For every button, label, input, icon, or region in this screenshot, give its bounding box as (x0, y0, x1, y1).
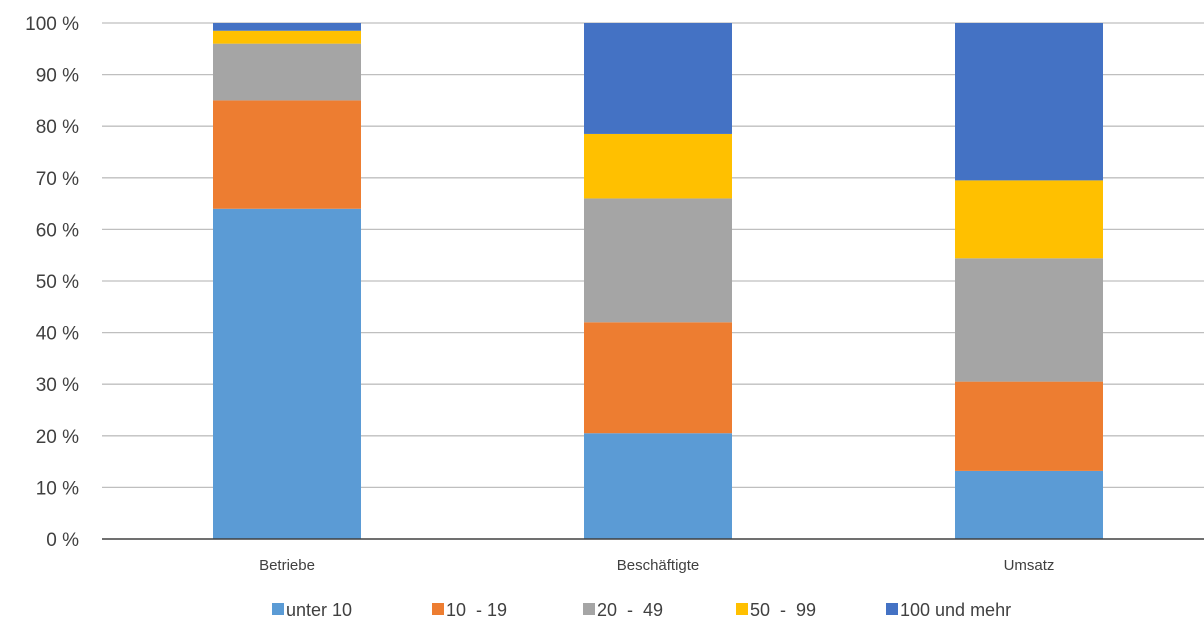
x-category-label: Beschäftigte (617, 557, 700, 574)
legend-swatch (736, 603, 748, 615)
bar-segment (213, 23, 361, 31)
bar-segment (213, 30, 361, 44)
legend-item: 10 - 19 (432, 600, 507, 619)
legend-swatch (432, 603, 444, 615)
bar-segment (584, 198, 732, 323)
bars (213, 23, 1103, 539)
y-tick-label: 70 % (36, 169, 79, 190)
legend-item: 20 - 49 (583, 600, 663, 619)
y-tick-label: 100 % (25, 14, 79, 35)
bar-segment (955, 180, 1103, 259)
bar-segment (213, 43, 361, 101)
y-tick-label: 20 % (36, 427, 79, 448)
y-tick-label: 10 % (36, 478, 79, 499)
bar-segment (584, 433, 732, 539)
legend-swatch (583, 603, 595, 615)
bar-segment (584, 133, 732, 199)
bar-segment (584, 23, 732, 134)
bar-segment (213, 100, 361, 209)
bar-stack (213, 23, 361, 539)
y-tick-label: 90 % (36, 66, 79, 87)
y-tick-label: 40 % (36, 324, 79, 345)
bar-segment (955, 258, 1103, 382)
legend-label: 100 und mehr (900, 600, 1011, 619)
legend-label: 50 - 99 (750, 600, 816, 619)
bar-segment (955, 381, 1103, 471)
legend-item: 50 - 99 (736, 600, 816, 619)
y-tick-label: 50 % (36, 272, 79, 293)
y-tick-label: 60 % (36, 220, 79, 241)
legend-item: 100 und mehr (886, 600, 1011, 619)
legend-swatch (886, 603, 898, 615)
bar-segment (955, 23, 1103, 181)
y-tick-label: 30 % (36, 375, 79, 396)
bar-segment (584, 322, 732, 434)
y-tick-label: 80 % (36, 117, 79, 138)
bar-stack (955, 23, 1103, 539)
x-category-label: Umsatz (1004, 557, 1055, 574)
legend-label: 10 - 19 (446, 600, 507, 619)
legend-item: unter 10 (272, 600, 352, 619)
bar-segment (955, 470, 1103, 539)
axes: 0 % 10 % 20 % 30 % 40 % 50 % 60 % 70 % 80 % 90 % 1… (25, 14, 1204, 574)
legend-label: unter 10 (286, 600, 352, 619)
legend: unter 10 10 - 19 20 - 49 50 - 99 100 und meh… (272, 600, 1011, 619)
legend-label: 20 - 49 (597, 600, 663, 619)
x-category-label: Betriebe (259, 557, 315, 574)
y-tick-label: 0 % (46, 530, 79, 551)
bar-stack (584, 23, 732, 539)
bar-segment (213, 208, 361, 539)
legend-swatch (272, 603, 284, 615)
